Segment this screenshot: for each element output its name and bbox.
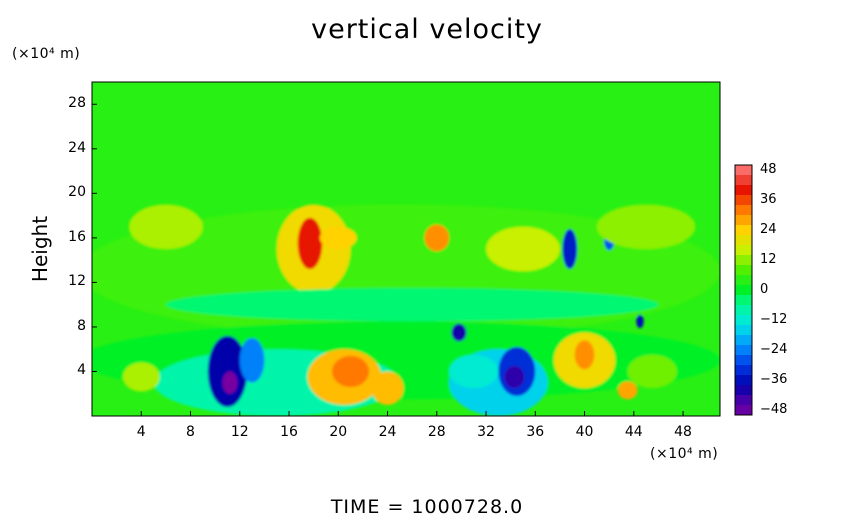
- velocity-cell: [297, 217, 323, 270]
- x-tick-label: 16: [280, 424, 298, 440]
- velocity-cell: [486, 226, 560, 272]
- x-tick-label: 36: [526, 424, 545, 440]
- velocity-cell: [627, 354, 677, 389]
- colorbar-segment: [735, 265, 752, 276]
- velocity-cell: [451, 323, 467, 342]
- x-tick-label: 20: [329, 424, 348, 440]
- colorbar-tick-label: −12: [760, 312, 788, 327]
- colorbar-segment: [735, 195, 752, 206]
- colorbar: [735, 165, 752, 416]
- y-unit-label: (×10⁴ m): [12, 46, 81, 62]
- y-tick-label: 16: [68, 228, 86, 245]
- colorbar-segment: [735, 385, 752, 396]
- velocity-cell: [504, 365, 525, 389]
- colorbar-segment: [735, 245, 752, 256]
- colorbar-segment: [735, 205, 752, 216]
- y-tick-label: 12: [68, 273, 86, 290]
- velocity-cell: [596, 204, 696, 249]
- colorbar-segment: [735, 305, 752, 316]
- colorbar-segment: [735, 345, 752, 356]
- colorbar-segment: [735, 235, 752, 246]
- colorbar-segment: [735, 365, 752, 376]
- colorbar-tick-label: −36: [760, 372, 788, 387]
- x-tick-label: 4: [136, 424, 146, 440]
- velocity-cell: [636, 314, 644, 329]
- y-tick-label: 4: [77, 362, 86, 379]
- colorbar-segment: [735, 295, 752, 306]
- colorbar-tick-label: 36: [760, 192, 777, 207]
- colorbar-segment: [735, 405, 752, 416]
- x-tick-label: 44: [624, 424, 643, 440]
- x-tick-label: 40: [575, 424, 594, 440]
- colorbar-segment: [735, 285, 752, 296]
- colorbar-segment: [735, 185, 752, 196]
- colorbar-segment: [735, 325, 752, 336]
- velocity-cell: [574, 340, 595, 370]
- colorbar-tick-label: 24: [760, 222, 777, 237]
- x-tick-label: 8: [186, 424, 195, 440]
- velocity-cell: [239, 338, 265, 383]
- colorbar-tick-label: −48: [760, 402, 788, 417]
- colorbar-tick-label: −24: [760, 342, 788, 357]
- velocity-cell: [319, 226, 357, 249]
- velocity-cell: [562, 228, 578, 270]
- time-footer: TIME = 1000728.0: [330, 496, 524, 518]
- velocity-cell: [165, 287, 659, 322]
- colorbar-tick-label: 48: [760, 162, 777, 177]
- velocity-cell: [332, 355, 370, 388]
- velocity-cell: [424, 224, 450, 252]
- velocity-cell: [128, 204, 203, 249]
- colorbar-tick-label: 12: [760, 252, 777, 267]
- velocity-cell: [371, 371, 404, 405]
- velocity-cell: [207, 335, 248, 408]
- y-tick-label: 8: [77, 317, 86, 334]
- colorbar-segment: [735, 395, 752, 406]
- colorbar-segment: [735, 175, 752, 186]
- x-tick-label: 48: [674, 424, 692, 440]
- x-tick-label: 12: [230, 424, 249, 440]
- velocity-cell: [449, 354, 499, 389]
- velocity-cell: [617, 381, 638, 400]
- y-tick-label: 28: [68, 95, 86, 112]
- chart-title: vertical velocity: [311, 14, 543, 45]
- y-tick-label: 24: [68, 139, 86, 156]
- colorbar-segment: [735, 275, 752, 286]
- colorbar-segment: [735, 375, 752, 386]
- plot-area: [92, 82, 720, 416]
- colorbar-segment: [735, 255, 752, 266]
- x-tick-label: 28: [427, 424, 446, 440]
- colorbar-segment: [735, 225, 752, 236]
- y-tick-label: 20: [68, 184, 86, 201]
- x-tick-label: 32: [477, 424, 495, 440]
- colorbar-tick-label: 0: [760, 282, 769, 297]
- colorbar-segment: [735, 355, 752, 366]
- colorbar-frame: [734, 164, 753, 416]
- x-tick-label: 24: [378, 424, 397, 440]
- x-unit-label: (×10⁴ m): [650, 446, 719, 462]
- velocity-cell: [222, 371, 238, 394]
- colorbar-segment: [735, 315, 752, 326]
- colorbar-segment: [735, 165, 752, 176]
- plot-frame: [91, 81, 721, 417]
- colorbar-segment: [735, 335, 752, 346]
- velocity-cell: [122, 362, 160, 392]
- colorbar-segment: [735, 215, 752, 226]
